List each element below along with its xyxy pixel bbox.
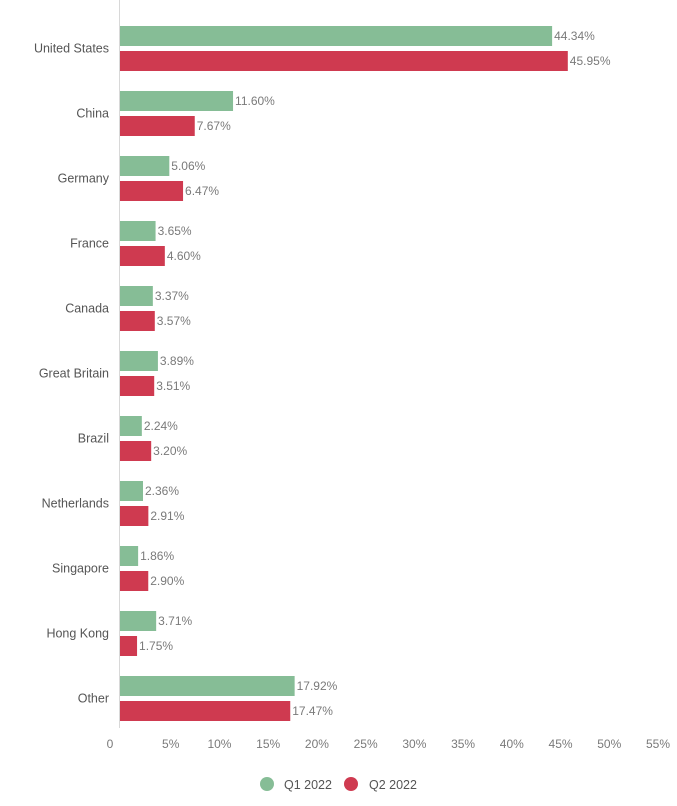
category-label-germany: Germany	[58, 172, 110, 186]
x-tick-label: 0	[107, 737, 114, 751]
bar-united-states-q2	[120, 51, 568, 71]
value-label-hong-kong-q2: 1.75%	[139, 639, 173, 653]
bar-canada-q1	[120, 286, 153, 306]
value-label-singapore-q2: 2.90%	[150, 574, 184, 588]
value-label-canada-q1: 3.37%	[155, 289, 189, 303]
category-label-brazil: Brazil	[78, 432, 109, 446]
value-labels: 44.34% 45.95% 11.60% 7.67% 5.06% 6.47% 3.65% 4.…	[139, 29, 611, 718]
bar-great-britain-q1	[120, 351, 158, 371]
bar-other-q1	[120, 676, 295, 696]
bar-netherlands-q2	[120, 506, 149, 526]
bar-germany-q2	[120, 181, 184, 201]
bar-canada-q2	[120, 311, 155, 331]
x-tick-label: 15%	[256, 737, 280, 751]
category-label-other: Other	[78, 692, 109, 706]
bar-hong-kong-q1	[120, 611, 157, 631]
category-label-china: China	[76, 107, 109, 121]
category-label-singapore: Singapore	[52, 562, 109, 576]
legend-marker-q2[interactable]	[344, 777, 358, 791]
bar-netherlands-q1	[120, 481, 143, 501]
category-label-great-britain: Great Britain	[39, 367, 109, 381]
bar-france-q1	[120, 221, 156, 241]
value-label-germany-q1: 5.06%	[171, 159, 205, 173]
category-label-netherlands: Netherlands	[42, 497, 109, 511]
x-tick-label: 30%	[402, 737, 426, 751]
category-label-france: France	[70, 237, 109, 251]
category-labels: United States China Germany France Canada Gre…	[34, 42, 110, 706]
value-label-germany-q2: 6.47%	[185, 184, 219, 198]
value-label-china-q2: 7.67%	[197, 119, 231, 133]
value-label-united-states-q2: 45.95%	[570, 54, 611, 68]
value-label-singapore-q1: 1.86%	[140, 549, 174, 563]
x-tick-label: 40%	[500, 737, 524, 751]
bars-group	[120, 26, 568, 721]
bar-china-q2	[120, 116, 195, 136]
x-tick-label: 35%	[451, 737, 475, 751]
value-label-other-q2: 17.47%	[292, 704, 333, 718]
value-label-netherlands-q1: 2.36%	[145, 484, 179, 498]
bar-hong-kong-q2	[120, 636, 138, 656]
value-label-brazil-q1: 2.24%	[144, 419, 178, 433]
x-tick-label: 10%	[207, 737, 231, 751]
legend-label-q1[interactable]: Q1 2022	[284, 778, 332, 792]
legend-marker-q1[interactable]	[260, 777, 274, 791]
legend: Q1 2022 Q2 2022	[260, 777, 417, 792]
bar-united-states-q1	[120, 26, 553, 46]
value-label-china-q1: 11.60%	[235, 94, 275, 108]
bar-brazil-q1	[120, 416, 142, 436]
value-label-canada-q2: 3.57%	[157, 314, 191, 328]
bar-singapore-q2	[120, 571, 149, 591]
x-tick-label: 50%	[597, 737, 621, 751]
value-label-great-britain-q1: 3.89%	[160, 354, 194, 368]
value-label-france-q2: 4.60%	[167, 249, 201, 263]
value-label-brazil-q2: 3.20%	[153, 444, 187, 458]
bar-great-britain-q2	[120, 376, 155, 396]
bar-brazil-q2	[120, 441, 152, 461]
legend-label-q2[interactable]: Q2 2022	[369, 778, 417, 792]
category-label-canada: Canada	[65, 302, 109, 316]
category-label-united-states: United States	[34, 42, 109, 56]
value-label-hong-kong-q1: 3.71%	[158, 614, 192, 628]
bar-germany-q1	[120, 156, 170, 176]
x-tick-label: 25%	[354, 737, 378, 751]
x-tick-label: 45%	[549, 737, 573, 751]
x-tick-label: 55%	[646, 737, 670, 751]
value-label-united-states-q1: 44.34%	[554, 29, 595, 43]
bar-france-q2	[120, 246, 165, 266]
value-label-france-q1: 3.65%	[158, 224, 192, 238]
bar-china-q1	[120, 91, 234, 111]
x-tick-label: 20%	[305, 737, 329, 751]
bar-singapore-q1	[120, 546, 139, 566]
bar-other-q2	[120, 701, 291, 721]
category-label-hong-kong: Hong Kong	[46, 627, 109, 641]
value-label-great-britain-q2: 3.51%	[156, 379, 190, 393]
value-label-other-q1: 17.92%	[297, 679, 338, 693]
value-label-netherlands-q2: 2.91%	[150, 509, 184, 523]
x-axis-ticks: 0 5% 10% 15% 20% 25% 30% 35% 40% 45% 50% 55%	[107, 737, 671, 751]
x-tick-label: 5%	[162, 737, 180, 751]
